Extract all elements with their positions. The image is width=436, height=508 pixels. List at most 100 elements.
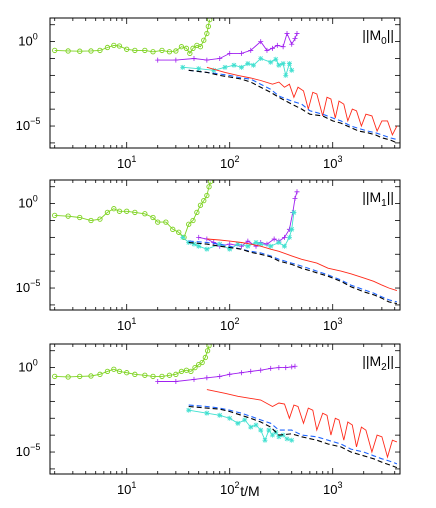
series-group <box>52 344 398 469</box>
data-point <box>294 189 300 195</box>
data-point <box>262 437 268 443</box>
data-point <box>253 422 259 428</box>
series-line-4 <box>188 404 398 465</box>
series-line-0 <box>54 345 210 378</box>
data-point <box>142 211 148 217</box>
x-tick-label: 101 <box>117 316 136 333</box>
data-point <box>258 55 264 61</box>
data-point <box>196 243 202 249</box>
series-line-4 <box>188 69 398 141</box>
data-point <box>187 50 193 57</box>
data-point <box>191 376 197 382</box>
series-line-1 <box>198 191 298 247</box>
data-point <box>258 367 264 373</box>
data-point <box>52 373 58 380</box>
data-point <box>248 368 254 374</box>
data-point <box>180 234 186 240</box>
data-point <box>150 373 156 380</box>
series-line-3 <box>206 66 398 137</box>
data-point <box>65 213 71 219</box>
data-point <box>281 234 287 240</box>
series-line-5 <box>188 241 398 305</box>
data-point <box>65 374 71 380</box>
data-point <box>116 43 123 49</box>
data-point <box>227 371 233 377</box>
data-point <box>176 229 182 235</box>
data-point <box>248 424 254 430</box>
data-point <box>155 219 161 225</box>
series-line-4 <box>188 240 398 303</box>
data-point <box>269 432 275 438</box>
data-point <box>180 64 186 70</box>
data-point <box>286 234 292 240</box>
data-point <box>111 42 117 49</box>
plot-frame <box>49 179 401 311</box>
data-point <box>274 42 280 48</box>
data-point <box>155 379 161 385</box>
data-point <box>201 37 207 43</box>
panel-title: ||M2|| <box>362 353 394 373</box>
data-point <box>245 61 251 67</box>
data-point <box>273 56 279 62</box>
x-tick-label: 102 <box>220 480 239 497</box>
series-line-5 <box>188 405 398 469</box>
x-tick-label: 103 <box>323 316 342 333</box>
panel-1: 101 102 103 100 10−5 ||M1|| <box>16 179 401 333</box>
data-point <box>183 45 190 51</box>
y-tick-label: 10−5 <box>16 116 41 133</box>
data-point <box>190 217 196 224</box>
data-point <box>217 373 223 379</box>
data-point <box>253 239 259 245</box>
x-tick-label: 101 <box>117 154 136 171</box>
data-point <box>258 427 264 433</box>
data-point <box>204 192 210 199</box>
data-point <box>124 208 130 214</box>
data-point <box>124 46 130 52</box>
data-point <box>178 44 185 50</box>
data-point <box>238 370 244 376</box>
data-point <box>196 66 202 72</box>
data-point <box>268 243 274 249</box>
data-point <box>65 48 71 54</box>
series-line-2 <box>182 57 293 78</box>
data-point <box>132 209 138 216</box>
data-point <box>283 72 289 78</box>
data-point <box>280 61 286 67</box>
data-point <box>271 236 277 242</box>
x-axis-label: t/M <box>240 483 259 499</box>
data-point <box>245 238 251 244</box>
data-point <box>280 432 286 438</box>
data-point <box>206 344 212 349</box>
x-tick-label: 102 <box>220 316 239 333</box>
panel-title: ||M0|| <box>362 27 394 47</box>
axis-ticks <box>50 18 400 148</box>
data-point <box>163 219 169 225</box>
panel-title: ||M1|| <box>362 189 394 209</box>
data-point <box>191 55 197 61</box>
series-line-0 <box>54 19 211 55</box>
data-point <box>186 221 192 227</box>
data-point <box>235 241 241 247</box>
data-point <box>166 49 173 55</box>
data-point <box>294 31 300 37</box>
data-point <box>292 36 298 42</box>
data-point <box>142 47 148 54</box>
plot-frame <box>49 343 401 475</box>
data-point <box>97 216 103 222</box>
data-point <box>77 214 83 221</box>
data-point <box>199 359 205 366</box>
data-point <box>132 47 138 54</box>
data-point <box>211 239 217 245</box>
data-point <box>77 373 83 380</box>
data-point <box>111 366 117 372</box>
data-point <box>292 363 298 369</box>
data-point <box>289 226 295 232</box>
plot-frame <box>49 17 401 149</box>
data-point <box>276 62 282 68</box>
data-point <box>173 379 179 385</box>
data-point <box>245 243 251 249</box>
data-point <box>227 50 233 56</box>
y-tick-label: 100 <box>18 194 37 211</box>
data-point <box>268 59 274 65</box>
data-point <box>173 57 179 63</box>
